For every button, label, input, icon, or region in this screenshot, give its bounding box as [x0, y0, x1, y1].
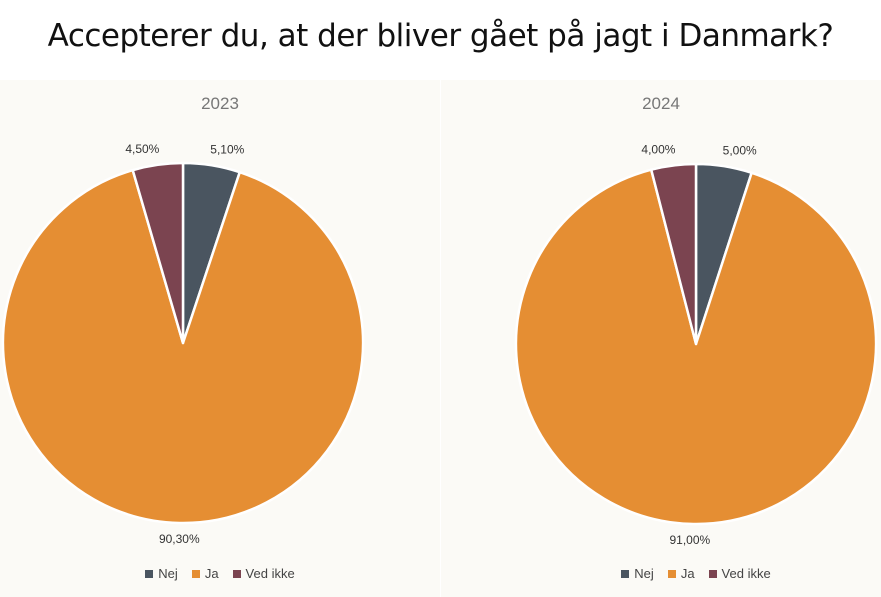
legend-item: Nej [621, 566, 654, 581]
legend-item: Ja [191, 566, 219, 581]
legend-item: Ja [667, 566, 695, 581]
legend-label: Ja [680, 566, 695, 581]
legend-item: Ved ikke [708, 566, 771, 581]
legend-label: Ja [204, 566, 219, 581]
pie-chart: 5,10% 90,30% 4,50% [1, 142, 365, 546]
pie-slice-ved-ikke [131, 161, 185, 345]
legend-swatch [191, 569, 200, 578]
data-label: 90,30% [159, 532, 200, 546]
legend-item: Ved ikke [232, 566, 295, 581]
legend: Nej Ja Ved ikke [0, 566, 440, 581]
chart-title: 2023 [201, 94, 239, 113]
pie-slice-ja [514, 168, 878, 526]
legend-swatch [667, 569, 676, 578]
legend-swatch [621, 569, 630, 578]
data-label: 4,00% [641, 143, 675, 157]
chart-2024: 2024 5,00% 91,00% 4,00% Nej Ja Ved ikke [441, 80, 881, 597]
data-label: 5,10% [210, 143, 244, 157]
pie-slice-ja [1, 168, 365, 525]
legend-swatch [232, 569, 241, 578]
data-label: 91,00% [669, 533, 710, 547]
legend-label: Nej [634, 566, 654, 581]
legend-swatch [708, 569, 717, 578]
legend-label: Nej [158, 566, 178, 581]
legend-item: Nej [145, 566, 178, 581]
chart-2023: 2023 5,10% 90,30% 4,50% Nej Ja Ved ikke [0, 80, 440, 597]
page-title: Accepterer du, at der bliver gået på jag… [47, 18, 834, 54]
chart-title: 2024 [642, 94, 680, 113]
data-label: 5,00% [723, 143, 757, 157]
pie-chart: 5,00% 91,00% 4,00% [514, 143, 878, 547]
pie-slice-ved-ikke [649, 162, 698, 346]
legend-label: Ved ikke [721, 566, 771, 581]
data-label: 4,50% [125, 142, 159, 156]
legend-swatch [145, 569, 154, 578]
legend: Nej Ja Ved ikke [441, 566, 881, 581]
legend-label: Ved ikke [245, 566, 295, 581]
